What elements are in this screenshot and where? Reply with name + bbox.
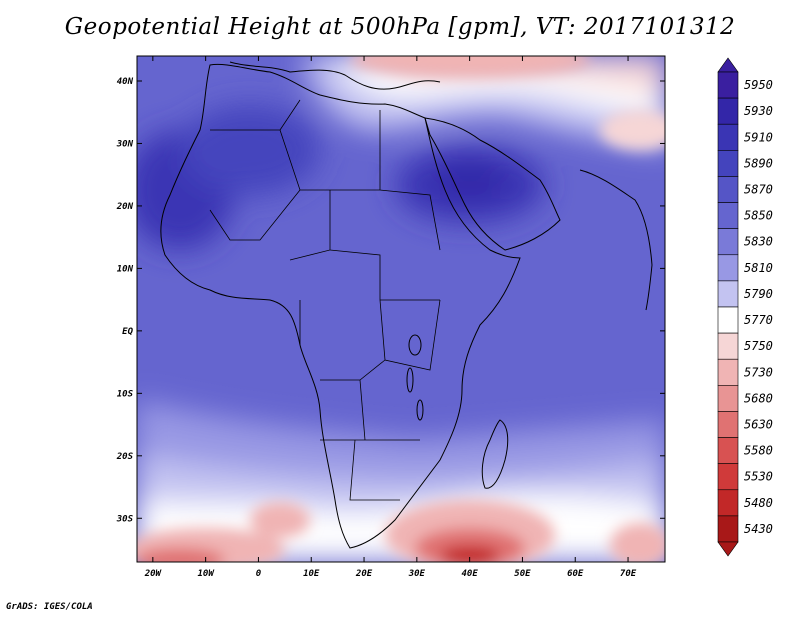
colorbar-label: 5630: [744, 418, 773, 432]
colorbar-swatch: [717, 176, 739, 203]
colorbar-label: 5680: [744, 391, 773, 405]
country-borders: [209, 99, 441, 501]
lon-tick-label: 20E: [355, 569, 373, 579]
lat-tick-label: 20S: [116, 452, 134, 462]
lat-tick-label: 10S: [117, 389, 134, 399]
colorbar-top-arrow: [717, 57, 739, 73]
lon-tick-label: 50E: [514, 569, 531, 579]
colorbar-label: 5890: [744, 156, 773, 170]
lon-tick-label: 70E: [620, 569, 637, 579]
colorbar-label: 5810: [744, 261, 773, 275]
colorbar-swatch: [717, 71, 739, 99]
colorbar-label: 5580: [744, 444, 773, 458]
colorbar-swatch: [717, 489, 739, 517]
colorbar-label: 5430: [744, 522, 773, 536]
plot-frame: [136, 55, 666, 563]
lat-tick-label: EQ: [122, 327, 133, 337]
lon-tick-label: 20W: [144, 569, 163, 579]
latitude-axis: 40N 30N 20N 10N EQ 10S 20S 30S: [116, 77, 665, 524]
colorbar-label: 5850: [744, 209, 773, 223]
lat-tick-label: 30S: [116, 514, 134, 524]
lon-tick-label: 10E: [303, 569, 320, 579]
colorbar-label: 5480: [744, 496, 773, 510]
colorbar-swatch: [717, 228, 739, 256]
colorbar-swatch: [717, 332, 739, 360]
colorbar-swatch: [717, 306, 739, 334]
colorbar-label: 5830: [744, 235, 773, 249]
colorbar-swatch: [717, 515, 739, 543]
colorbar-label: 5910: [744, 130, 773, 144]
colorbar-label: 5930: [744, 104, 773, 118]
colorbar-label: 5730: [744, 365, 773, 379]
chart-title: Geopotential Height at 500hPa [gpm], VT:…: [64, 14, 736, 40]
colorbar-swatch: [717, 463, 739, 491]
colorbar-swatch: [717, 202, 739, 229]
colorbar-label: 5790: [744, 287, 773, 301]
colorbar-swatch: [717, 123, 739, 151]
colorbar-swatch: [717, 254, 739, 282]
colorbar: 5950 5930 5910 5890 5870 5850 5830 5810 5790 5770…: [717, 57, 773, 557]
colorbar-label: 5770: [744, 313, 773, 327]
lat-tick-label: 20N: [116, 202, 134, 212]
colorbar-swatch: [717, 437, 739, 464]
coastlines: [160, 61, 653, 549]
lon-tick-label: 10W: [198, 569, 216, 579]
colorbar-label: 5870: [744, 183, 773, 197]
height-field: [137, 56, 665, 562]
madagascar-coastline: [481, 419, 509, 489]
colorbar-swatch: [717, 358, 739, 386]
colorbar-swatch: [717, 150, 739, 177]
lon-tick-label: 40E: [462, 569, 479, 579]
colorbar-swatch: [717, 411, 739, 438]
colorbar-label: 5950: [744, 78, 773, 92]
colorbar-label: 5750: [744, 339, 773, 353]
europe-coastline: [229, 61, 441, 90]
lat-tick-label: 30N: [116, 139, 134, 149]
lat-tick-label: 40N: [117, 77, 134, 87]
colorbar-swatch: [717, 280, 739, 308]
arabia-coastline: [424, 117, 561, 251]
longitude-axis: 20W 10W 0 10E 20E 30E 40E 50E 60E 70E: [144, 56, 637, 579]
india-coastline: [579, 169, 653, 311]
colorbar-label: 5530: [744, 470, 773, 484]
colorbar-swatch: [717, 385, 739, 412]
lon-tick-label: 30E: [408, 569, 426, 579]
lon-tick-label: 60E: [567, 569, 584, 579]
lat-tick-label: 10N: [117, 264, 134, 274]
colorbar-bottom-arrow: [717, 541, 739, 557]
credit-label: GrADS: IGES/COLA: [6, 602, 93, 612]
lon-tick-label: 0: [256, 569, 262, 579]
colorbar-swatch: [717, 97, 739, 125]
africa-coastline: [160, 63, 521, 549]
